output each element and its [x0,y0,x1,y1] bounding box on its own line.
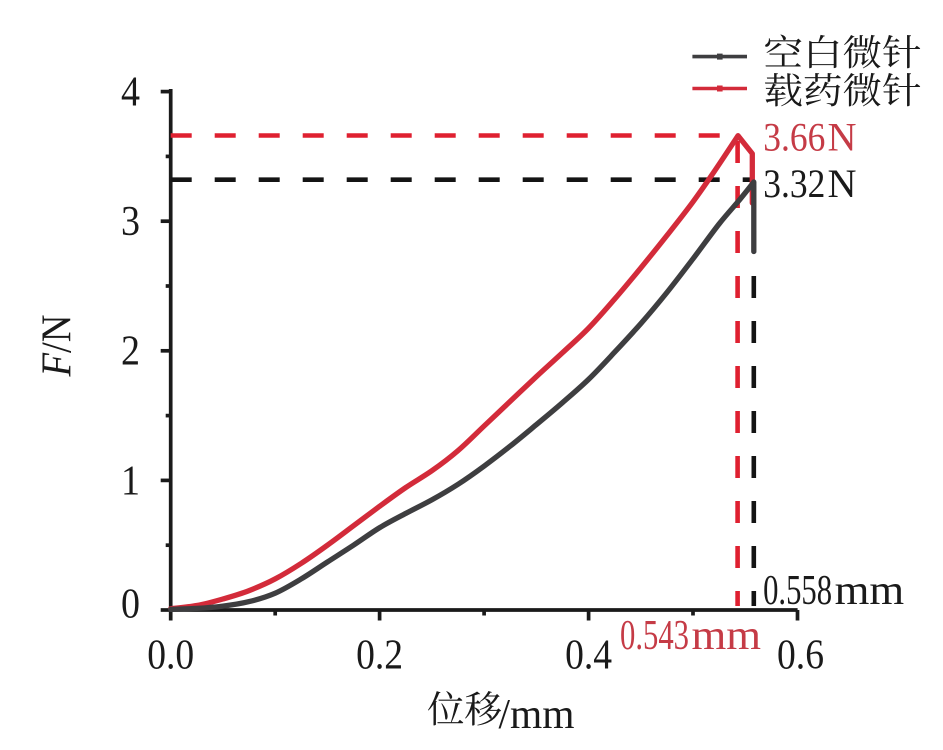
svg-text:/mm: /mm [499,692,575,738]
svg-text:mm: mm [692,613,762,659]
svg-text:0: 0 [121,582,140,628]
svg-text:0.4: 0.4 [565,633,612,679]
svg-text:2: 2 [121,329,140,375]
svg-text:0.0: 0.0 [147,633,194,679]
svg-text:mm: mm [835,568,905,614]
svg-text:N: N [828,161,857,206]
svg-text:1: 1 [121,458,140,504]
svg-text:3.66: 3.66 [763,115,825,160]
svg-text:N: N [828,115,857,160]
svg-text:0.2: 0.2 [356,633,403,679]
svg-text:3.32: 3.32 [763,161,825,206]
svg-text:3: 3 [121,199,140,245]
svg-text:0.543: 0.543 [620,613,689,659]
svg-text:0.558: 0.558 [763,568,832,614]
svg-text:0.6: 0.6 [777,633,824,679]
svg-text:4: 4 [121,70,140,116]
svg-text:F/N: F/N [35,315,81,378]
